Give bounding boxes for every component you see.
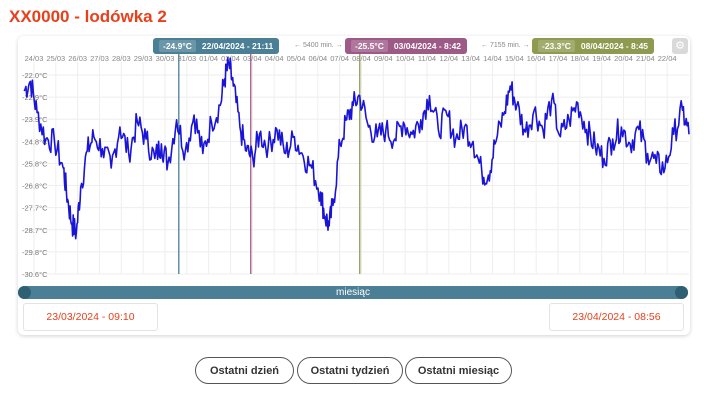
y-tick-label: -23.9°C [22, 115, 48, 124]
last-day-button[interactable]: Ostatni dzień [195, 357, 294, 384]
y-tick-label: -25.8°C [22, 159, 48, 168]
last-month-button[interactable]: Ostatni miesiąc [405, 357, 512, 384]
x-tick-label: 14/04 [483, 54, 502, 63]
x-tick-label: 20/04 [614, 54, 633, 63]
x-tick-label: 01/04 [199, 54, 218, 63]
x-tick-label: 05/04 [287, 54, 306, 63]
y-tick-label: -22.9°C [22, 93, 48, 102]
gap-label-2: ← 7155 min. → [481, 42, 530, 49]
y-tick-label: -27.7°C [22, 204, 48, 213]
range-start-date[interactable]: 23/03/2024 - 09:10 [23, 303, 158, 331]
x-axis-ticks: 24/03 25/03 26/03 27/03 28/03 29/03 30/03 31/03… [25, 54, 677, 63]
marker-datetime: 22/04/2024 - 21:11 [201, 41, 274, 51]
x-tick-label: 15/04 [505, 54, 524, 63]
x-tick-label: 24/03 [25, 54, 44, 63]
page-title: XX0000 - lodówka 2 [9, 7, 167, 26]
x-tick-label: 19/04 [592, 54, 611, 63]
x-tick-label: 03/04 [243, 54, 262, 63]
x-tick-label: 18/04 [570, 54, 589, 63]
x-tick-label: 08/04 [352, 54, 371, 63]
y-tick-label: -28.7°C [22, 226, 48, 235]
gear-icon[interactable]: ⚙ [672, 38, 688, 54]
y-tick-label: -22.0°C [22, 71, 48, 80]
marker-datetime: 03/04/2024 - 8:42 [393, 41, 462, 51]
range-end-date[interactable]: 23/04/2024 - 08:56 [549, 303, 684, 331]
x-tick-label: 13/04 [461, 54, 480, 63]
x-tick-label: 27/03 [90, 54, 109, 63]
x-tick-label: 12/04 [439, 54, 458, 63]
x-tick-label: 30/03 [156, 54, 175, 63]
marker-value: -23.3°C [538, 40, 575, 52]
marker-tag-3[interactable]: -23.3°C 08/04/2024 - 8:45 [532, 38, 655, 54]
range-slider[interactable]: miesiąc [18, 286, 688, 299]
gap-label-1: ← 5400 min. → [294, 42, 343, 49]
marker-value: -24.9°C [159, 40, 196, 52]
range-start-handle[interactable] [18, 286, 31, 299]
y-tick-label: -30.6°C [22, 270, 48, 279]
marker-lines [178, 54, 361, 274]
y-tick-label: -29.8°C [22, 248, 48, 257]
x-tick-label: 28/03 [112, 54, 131, 63]
x-tick-label: 04/04 [265, 54, 284, 63]
y-axis-ticks: -22.0°C -22.9°C -23.9°C -24.8°C -25.8°C -26.8… [22, 71, 48, 279]
x-tick-label: 31/03 [177, 54, 196, 63]
x-tick-label: 10/04 [396, 54, 415, 63]
range-end-handle[interactable] [675, 286, 688, 299]
marker-datetime: 08/04/2024 - 8:45 [580, 41, 649, 51]
marker-tag-1[interactable]: -24.9°C 22/04/2024 - 21:11 [153, 38, 280, 54]
marker-tag-2[interactable]: -25.5°C 03/04/2024 - 8:42 [345, 38, 468, 54]
x-tick-label: 06/04 [308, 54, 327, 63]
x-tick-label: 11/04 [418, 54, 436, 63]
last-week-button[interactable]: Ostatni tydzień [297, 357, 403, 384]
marker-value: -25.5°C [351, 40, 388, 52]
x-tick-label: 17/04 [549, 54, 568, 63]
y-tick-label: -24.8°C [22, 137, 48, 146]
chart-grid [24, 62, 689, 275]
y-tick-label: -26.8°C [22, 182, 48, 191]
x-tick-label: 21/04 [636, 54, 655, 63]
x-tick-label: 22/04 [658, 54, 677, 63]
temperature-series-line [23, 57, 690, 240]
x-tick-label: 29/03 [134, 54, 153, 63]
x-tick-label: 16/04 [527, 54, 546, 63]
x-tick-label: 07/04 [330, 54, 349, 63]
x-tick-label: 25/03 [46, 54, 65, 63]
x-tick-label: 26/03 [68, 54, 87, 63]
x-tick-label: 09/04 [374, 54, 393, 63]
